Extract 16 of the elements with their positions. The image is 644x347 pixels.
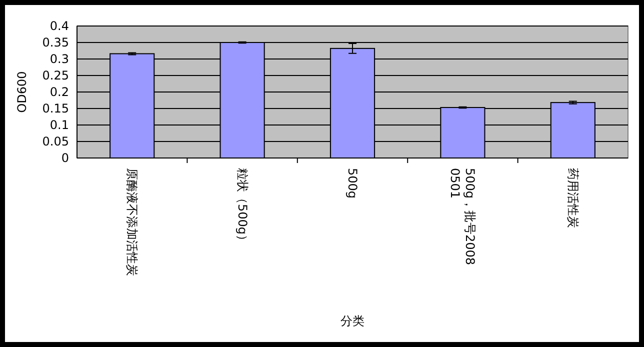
y-tick-label: 0.35: [42, 35, 69, 50]
y-tick-label: 0.4: [50, 18, 69, 33]
x-axis-title: 分类: [340, 314, 364, 328]
y-tick-label: 0.05: [42, 134, 69, 148]
x-tick-label: 原酶液不添加活性炭: [125, 168, 140, 276]
x-tick-label: 500g，批号20080501: [448, 168, 478, 266]
x-tick-label: 药用活性炭: [566, 168, 580, 228]
y-tick-label: 0.2: [50, 84, 69, 99]
y-tick-label: 0.25: [42, 68, 69, 82]
y-axis-title: OD600: [15, 71, 29, 113]
y-tick-label: 0.15: [42, 101, 69, 116]
y-tick-label: 0.3: [50, 52, 69, 66]
y-tick-label: 0: [61, 150, 69, 165]
x-tick-label: 粒状（500g）: [235, 168, 250, 247]
x-tick-label: 500g: [346, 168, 360, 199]
y-tick-label: 0.1: [50, 118, 69, 132]
